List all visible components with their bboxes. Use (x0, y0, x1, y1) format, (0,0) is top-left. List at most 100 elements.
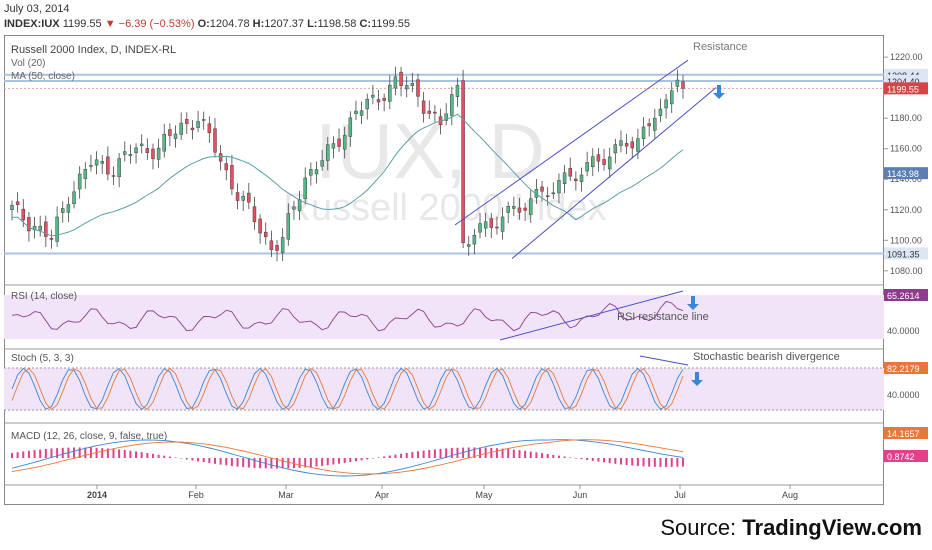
candle-body (562, 172, 567, 184)
stoch-band (4, 368, 884, 410)
macd-hist-bar (580, 458, 583, 460)
macd-hist-bar (665, 458, 668, 467)
rsi-value-label: 65.2614 (887, 291, 920, 301)
price-change: −6.39 (−0.53%) (118, 18, 195, 30)
macd-hist-bar (557, 455, 560, 458)
y-tick-label: 1140.00 (890, 174, 922, 184)
macd-hist-bar (524, 450, 527, 458)
x-tick-label: May (475, 490, 493, 500)
candle-body (653, 117, 657, 131)
candle-body (263, 231, 268, 238)
macd-hist-bar (670, 458, 673, 467)
stoch-value-tag (884, 362, 928, 374)
macd-hist-bar (315, 458, 318, 467)
macd-hist-bar (388, 455, 391, 458)
macd-hist-bar (292, 458, 295, 469)
stoch-divergence-line (639, 355, 689, 366)
rsi-line (11, 300, 684, 332)
candle-body (382, 97, 386, 101)
stoch-tick-label: 40.0000 (887, 390, 920, 400)
x-tick-label: Jul (674, 490, 686, 500)
last-price: 1199.55 (62, 18, 102, 30)
stoch-annotation: Stochastic bearish divergence (693, 351, 840, 363)
macd-hist-bar (467, 447, 470, 458)
candle-body (111, 175, 116, 177)
candle-body (269, 240, 274, 250)
rsi-band (4, 295, 884, 339)
candle-body (359, 110, 364, 116)
macd-hist-bar (422, 450, 425, 458)
candle-body (241, 196, 245, 201)
candle-body (252, 206, 257, 223)
macd-hist-bar (653, 458, 656, 467)
candle-body (596, 154, 601, 162)
macd-hist-bar (151, 453, 154, 458)
macd-hist-bar (106, 448, 109, 458)
candle-body (354, 110, 358, 115)
x-tick-label: 2014 (87, 490, 107, 500)
candle-body (444, 113, 448, 121)
macd-hist-bar (349, 458, 352, 463)
macd-hist-bar (174, 457, 177, 459)
candle-body (201, 119, 206, 121)
legend-vol: Vol (20) (11, 58, 45, 69)
candle-body (331, 143, 336, 149)
candle-body (185, 119, 189, 124)
candle-body (495, 226, 499, 229)
macd-hist-bar (304, 458, 307, 468)
macd-hist-bar (507, 449, 510, 458)
macd-hist-bar (180, 458, 183, 459)
macd-hist-bar (11, 453, 13, 458)
macd-hist-bar (140, 452, 143, 458)
candle-body (421, 100, 426, 114)
candle-body (44, 221, 48, 237)
candle-body (77, 173, 82, 190)
down-arrow-icon: ▼ (104, 18, 116, 30)
candle-body (388, 84, 392, 102)
candle-body (292, 206, 296, 210)
macd-hist-bar (242, 458, 245, 468)
candle-body (89, 165, 93, 167)
macd-hist-bar (377, 457, 380, 458)
candle-body (218, 153, 223, 162)
candle-body (151, 148, 155, 160)
candle-body (557, 180, 561, 194)
candle-body (162, 133, 166, 152)
macd-hist-bar (659, 458, 662, 467)
candle-body (624, 143, 629, 147)
low-value: 1198.58 (317, 18, 357, 30)
y-tick-label: 1120.00 (890, 205, 922, 215)
macd-hist-bar (608, 458, 611, 464)
macd-hist-bar (276, 458, 279, 469)
candle-body (342, 135, 347, 150)
ma-50-line (11, 113, 684, 237)
chart-date: July 03, 2014 (4, 3, 70, 15)
macd-hist-bar (230, 458, 233, 466)
macd-hist-bar (518, 450, 521, 458)
low-label: L: (307, 18, 318, 30)
candle-body (309, 169, 313, 176)
candle-body (568, 167, 572, 177)
candle-body (540, 186, 544, 192)
candle-body (669, 90, 674, 105)
candle-body (55, 216, 59, 242)
high-label: H: (252, 18, 265, 30)
macd-hist-bar (501, 448, 504, 458)
candle-body (658, 108, 663, 116)
macd-value-label: 14.1657 (887, 429, 920, 439)
candle-body (376, 99, 381, 103)
candle-body (100, 161, 104, 164)
macd-hist-label: 0.8742 (887, 452, 915, 462)
channel-lower (511, 87, 717, 259)
candle-body (60, 208, 65, 213)
rsi-resistance-line (499, 290, 684, 341)
macd-hist-bar (490, 447, 493, 458)
macd-hist-bar (484, 447, 487, 458)
macd-hist-bar (512, 449, 515, 458)
candle-body (399, 71, 403, 87)
macd-hist-bar (27, 450, 30, 458)
macd-hist-bar (625, 458, 628, 466)
candle-body (297, 199, 302, 212)
candle-body (337, 138, 341, 147)
